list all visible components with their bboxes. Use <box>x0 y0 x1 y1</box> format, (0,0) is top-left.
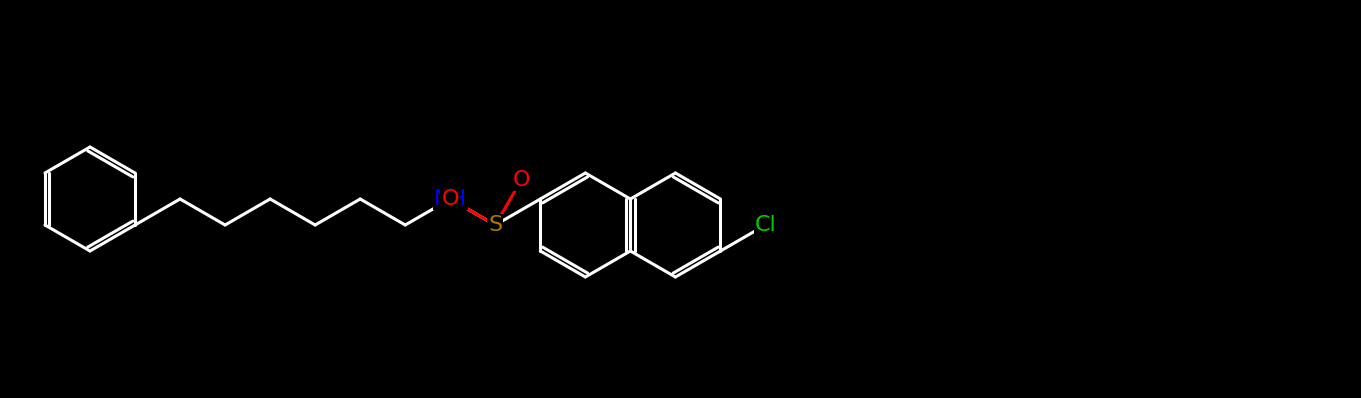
Text: Cl: Cl <box>754 215 776 235</box>
Text: NH: NH <box>434 189 467 209</box>
Text: S: S <box>489 215 502 235</box>
Text: O: O <box>513 170 529 190</box>
Text: O: O <box>441 189 459 209</box>
